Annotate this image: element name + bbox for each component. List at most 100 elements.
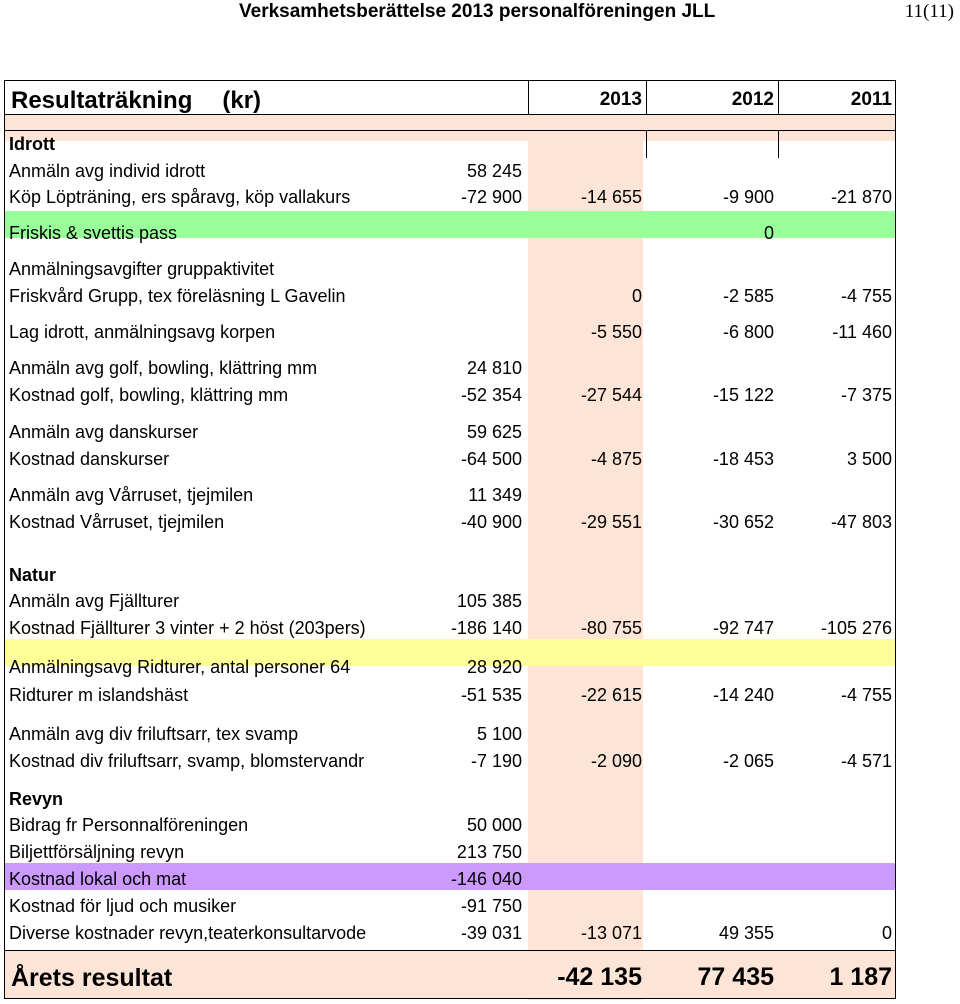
row-value-c4: 3 500: [846, 449, 892, 469]
section-title-idrott: Idrott: [9, 134, 55, 154]
header-row-bg: [4, 114, 896, 141]
col-divider-1: [528, 80, 529, 114]
row-value-c2: -80 755: [580, 618, 642, 638]
income-statement-table: [4, 80, 896, 1000]
statement-title: Resultaträkning (kr): [11, 87, 261, 115]
row-value-c1: -51 535: [460, 685, 522, 705]
document-title: Verksamhetsberättelse 2013 personalfören…: [239, 1, 716, 22]
row-value-c1: -40 900: [460, 512, 522, 532]
row-label: Biljettförsäljning revyn: [9, 842, 185, 862]
row-label: Anmäln avg individ idrott: [9, 161, 206, 181]
row-value-c1: 5 100: [476, 724, 522, 744]
row-label: Kostnad lokal och mat: [9, 869, 187, 889]
row-label: Lag idrott, anmälningsavg korpen: [9, 322, 276, 342]
row-label: Friskis & svettis pass: [9, 223, 178, 243]
row-value-c1: 58 245: [466, 161, 522, 181]
year-header-2011: 2011: [850, 89, 892, 110]
row-value-c1: -7 190: [470, 751, 522, 771]
row-value-c4: -105 276: [820, 618, 892, 638]
column-2013-highlight: [528, 114, 643, 1000]
band-divider-b: [778, 130, 779, 158]
row-label: Anmäln avg div friluftsarr, tex svamp: [9, 724, 299, 744]
row-label: Anmälningsavgifter gruppaktivitet: [9, 259, 275, 279]
band-divider-a: [646, 130, 647, 158]
row-value-c1: -91 750: [460, 896, 522, 916]
row-label: Anmäln avg Vårruset, tjejmilen: [9, 485, 254, 505]
row-label: Anmäln avg danskurser: [9, 422, 199, 442]
header-divider-2: [4, 130, 896, 131]
result-label: Årets resultat: [11, 964, 173, 992]
result-2013: -42 135: [557, 963, 642, 991]
row-value-c4: -4 755: [840, 286, 892, 306]
row-value-c2: -5 550: [590, 322, 642, 342]
row-value-c3: -2 065: [722, 751, 774, 771]
section-title-revyn: Revyn: [9, 789, 64, 809]
row-value-c3: -2 585: [722, 286, 774, 306]
row-label: Anmäln avg Fjällturer: [9, 591, 180, 611]
row-value-c3: -9 900: [722, 187, 774, 207]
row-label: Diverse kostnader revyn,teaterkonsultarv…: [9, 923, 367, 943]
row-value-c4: 0: [881, 923, 892, 943]
section-band-revyn: [4, 863, 896, 890]
row-value-c2: -13 071: [580, 923, 642, 943]
section-title-natur: Natur: [9, 565, 57, 585]
row-value-c1: 105 385: [456, 591, 522, 611]
row-value-c4: -47 803: [830, 512, 892, 532]
section-band-natur: [4, 639, 896, 666]
col-divider-2: [646, 80, 647, 114]
row-value-c4: -21 870: [830, 187, 892, 207]
page-header: Verksamhetsberättelse 2013 personalfören…: [0, 0, 960, 28]
row-value-c1: -52 354: [460, 385, 522, 405]
row-label: Ridturer m islandshäst: [9, 685, 189, 705]
row-value-c1: 28 920: [466, 657, 522, 677]
row-value-c2: -27 544: [580, 385, 642, 405]
row-value-c1: -146 040: [450, 869, 522, 889]
row-value-c2: 0: [631, 286, 642, 306]
row-value-c3: -14 240: [712, 685, 774, 705]
statement-unit: (kr): [222, 87, 262, 114]
row-value-c2: -14 655: [580, 187, 642, 207]
result-2011: 1 187: [829, 963, 892, 991]
row-value-c3: 0: [763, 223, 774, 243]
header-divider: [4, 114, 896, 115]
row-label: Kostnad div friluftsarr, svamp, blomster…: [9, 751, 365, 771]
row-value-c2: -4 875: [590, 449, 642, 469]
row-label: Köp Löpträning, ers spåravg, köp vallaku…: [9, 187, 351, 207]
row-value-c2: -29 551: [580, 512, 642, 532]
row-value-c3: -6 800: [722, 322, 774, 342]
result-2012: 77 435: [697, 963, 774, 991]
row-value-c4: -4 571: [840, 751, 892, 771]
row-label: Friskvård Grupp, tex föreläsning L Gavel…: [9, 286, 346, 306]
statement-title-text: Resultaträkning: [11, 87, 193, 114]
row-value-c1: 24 810: [466, 358, 522, 378]
row-label: Bidrag fr Personnalföreningen: [9, 815, 249, 835]
result-divider: [4, 950, 896, 951]
col-divider-3: [778, 80, 779, 114]
year-header-2012: 2012: [731, 89, 774, 110]
row-value-c1: 11 349: [468, 485, 522, 505]
row-value-c2: -22 615: [580, 685, 642, 705]
row-value-c3: -15 122: [712, 385, 774, 405]
section-band-idrott: [4, 211, 896, 238]
row-value-c4: -7 375: [840, 385, 892, 405]
row-label: Kostnad för ljud och musiker: [9, 896, 237, 916]
row-value-c1: -39 031: [460, 923, 522, 943]
row-value-c1: -64 500: [460, 449, 522, 469]
row-label: Anmäln avg golf, bowling, klättring mm: [9, 358, 318, 378]
row-label: Kostnad Fjällturer 3 vinter + 2 höst (20…: [9, 618, 366, 638]
row-value-c2: -2 090: [590, 751, 642, 771]
row-value-c3: -18 453: [712, 449, 774, 469]
row-value-c1: 50 000: [466, 815, 522, 835]
page-number: 11(11): [904, 1, 954, 22]
row-value-c3: -30 652: [712, 512, 774, 532]
row-value-c1: 213 750: [456, 842, 522, 862]
row-label: Kostnad golf, bowling, klättring mm: [9, 385, 289, 405]
row-label: Anmälningsavg Ridturer, antal personer 6…: [9, 657, 351, 677]
row-value-c3: 49 355: [718, 923, 774, 943]
row-value-c1: -186 140: [450, 618, 522, 638]
row-value-c1: 59 625: [466, 422, 522, 442]
year-header-2013: 2013: [599, 89, 642, 110]
row-label: Kostnad Vårruset, tjejmilen: [9, 512, 225, 532]
row-value-c4: -11 460: [832, 322, 892, 342]
result-row-bg: [4, 950, 896, 998]
